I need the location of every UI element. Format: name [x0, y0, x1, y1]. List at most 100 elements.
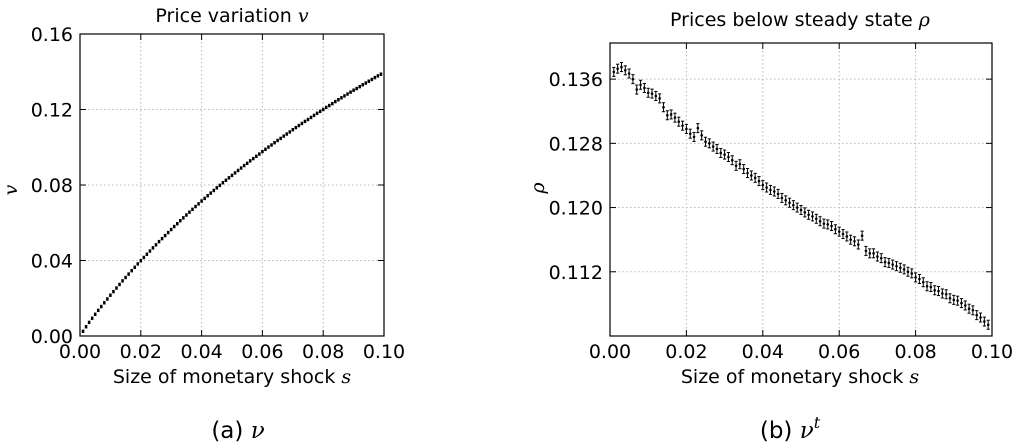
chart-b-marker: [734, 164, 738, 168]
chart-b-xtick-label: 0.10: [971, 341, 1013, 363]
chart-a-marker: [224, 178, 228, 182]
chart-b-marker: [692, 135, 696, 139]
chart-b-point: [940, 288, 944, 299]
chart-b-marker: [688, 132, 692, 136]
chart-b-point: [856, 239, 860, 250]
chart-a-xtick-label: 0.06: [241, 341, 283, 363]
chart-b-marker: [639, 83, 642, 87]
chart-b-point: [871, 248, 876, 259]
chart-b-marker: [769, 188, 772, 192]
chart-a-caption-label: (a): [211, 418, 243, 444]
chart-b-marker: [906, 270, 910, 274]
chart-b-marker: [654, 94, 658, 98]
chart-a-point: [166, 230, 170, 235]
chart-b-marker: [772, 190, 776, 193]
chart-b-point: [845, 231, 849, 242]
chart-b-marker: [837, 230, 841, 233]
chart-b-point: [959, 298, 964, 309]
chart-b-marker: [761, 183, 765, 187]
chart-a-ytick-label: 0.16: [31, 24, 73, 46]
chart-a-grid: [79, 33, 385, 337]
chart-a-marker: [364, 81, 368, 85]
chart-b-point: [795, 202, 799, 213]
chart-b-marker: [822, 222, 826, 225]
chart-a-marker: [179, 219, 182, 222]
chart-b-point: [971, 305, 975, 316]
chart-a-marker: [90, 316, 94, 320]
chart-b-point: [761, 180, 765, 191]
chart-a-point: [303, 119, 307, 124]
chart-a-marker: [185, 213, 188, 217]
chart-b-marker: [711, 145, 715, 148]
chart-b-xlabel-symbol: s: [909, 366, 919, 388]
chart-a-point: [81, 329, 85, 333]
chart-b-ytick-label: 0.120: [549, 198, 603, 220]
chart-b-point: [642, 82, 646, 93]
chart-a-ytick-label: 0.00: [31, 326, 73, 348]
chart-a-point: [258, 152, 261, 156]
chart-a-point: [160, 236, 164, 241]
chart-b-marker: [780, 196, 784, 200]
chart-a-ticks: 0.00 0.02 0.04 0.06 0.08 0.10 0.00 0.04 0.08 0.12…: [31, 24, 405, 363]
chart-b-point: [654, 90, 658, 101]
chart-a-marker: [206, 194, 209, 198]
chart-a-point: [90, 316, 94, 320]
chart-b-marker: [983, 320, 986, 323]
chart-b-point: [933, 285, 937, 296]
chart-b-point: [849, 234, 853, 245]
chart-b-ylabel: ρ: [527, 182, 549, 195]
chart-a-marker: [331, 102, 334, 105]
chart-a-point: [203, 196, 206, 201]
chart-b-marker: [963, 304, 967, 307]
chart-b-point: [883, 257, 887, 268]
chart-a-marker: [160, 237, 164, 240]
chart-a-point: [361, 83, 365, 87]
chart-a-marker: [334, 100, 337, 103]
chart-b-marker: [826, 223, 830, 226]
chart-b-point: [700, 130, 704, 141]
chart-a-point: [242, 163, 246, 168]
chart-b-marker: [956, 299, 959, 302]
chart-a-marker: [309, 116, 313, 119]
chart-a-marker: [203, 197, 206, 200]
chart-a-point: [136, 262, 140, 266]
chart-b-marker: [883, 260, 887, 264]
chart-a-point: [327, 103, 331, 108]
chart-b-point: [661, 102, 666, 113]
chart-a-marker: [276, 139, 279, 142]
chart-b-point: [914, 272, 918, 283]
chart-b-point: [864, 245, 868, 256]
chart-a-marker: [340, 96, 343, 100]
chart-a-xtick-label: 0.04: [180, 341, 222, 363]
chart-b-marker: [887, 261, 891, 265]
chart-a-point: [318, 109, 322, 114]
chart-b-marker: [623, 68, 627, 72]
chart-b-point: [982, 316, 986, 327]
chart-b-point: [978, 312, 983, 323]
chart-a-point: [282, 134, 285, 138]
chart-a-marker: [139, 259, 143, 262]
chart-a-point: [364, 81, 368, 85]
chart-b-title-text: Prices below steady state: [670, 9, 913, 31]
chart-a-marker: [343, 94, 346, 98]
chart-b-point: [692, 131, 696, 142]
chart-b-marker: [612, 70, 616, 74]
chart-a-point: [221, 181, 225, 185]
chart-a-point: [343, 94, 346, 98]
chart-a-marker: [194, 205, 197, 208]
chart-b-point: [791, 200, 795, 211]
chart-a-marker: [312, 114, 316, 117]
chart-b-xlabel-text: Size of monetary shock: [681, 366, 903, 388]
chart-b-marker: [788, 201, 791, 205]
chart-a-point: [355, 86, 358, 91]
chart-a-xtick-label: 0.02: [120, 341, 162, 363]
chart-a-point: [370, 77, 374, 82]
chart-a-point: [200, 199, 203, 203]
chart-a-marker: [96, 309, 100, 312]
chart-a-marker: [154, 243, 158, 247]
chart-a-point: [273, 141, 276, 145]
chart-b-marker: [765, 186, 768, 189]
chart-b-point: [852, 236, 857, 247]
chart-a-point: [103, 301, 106, 305]
chart-b-marker: [646, 91, 650, 95]
